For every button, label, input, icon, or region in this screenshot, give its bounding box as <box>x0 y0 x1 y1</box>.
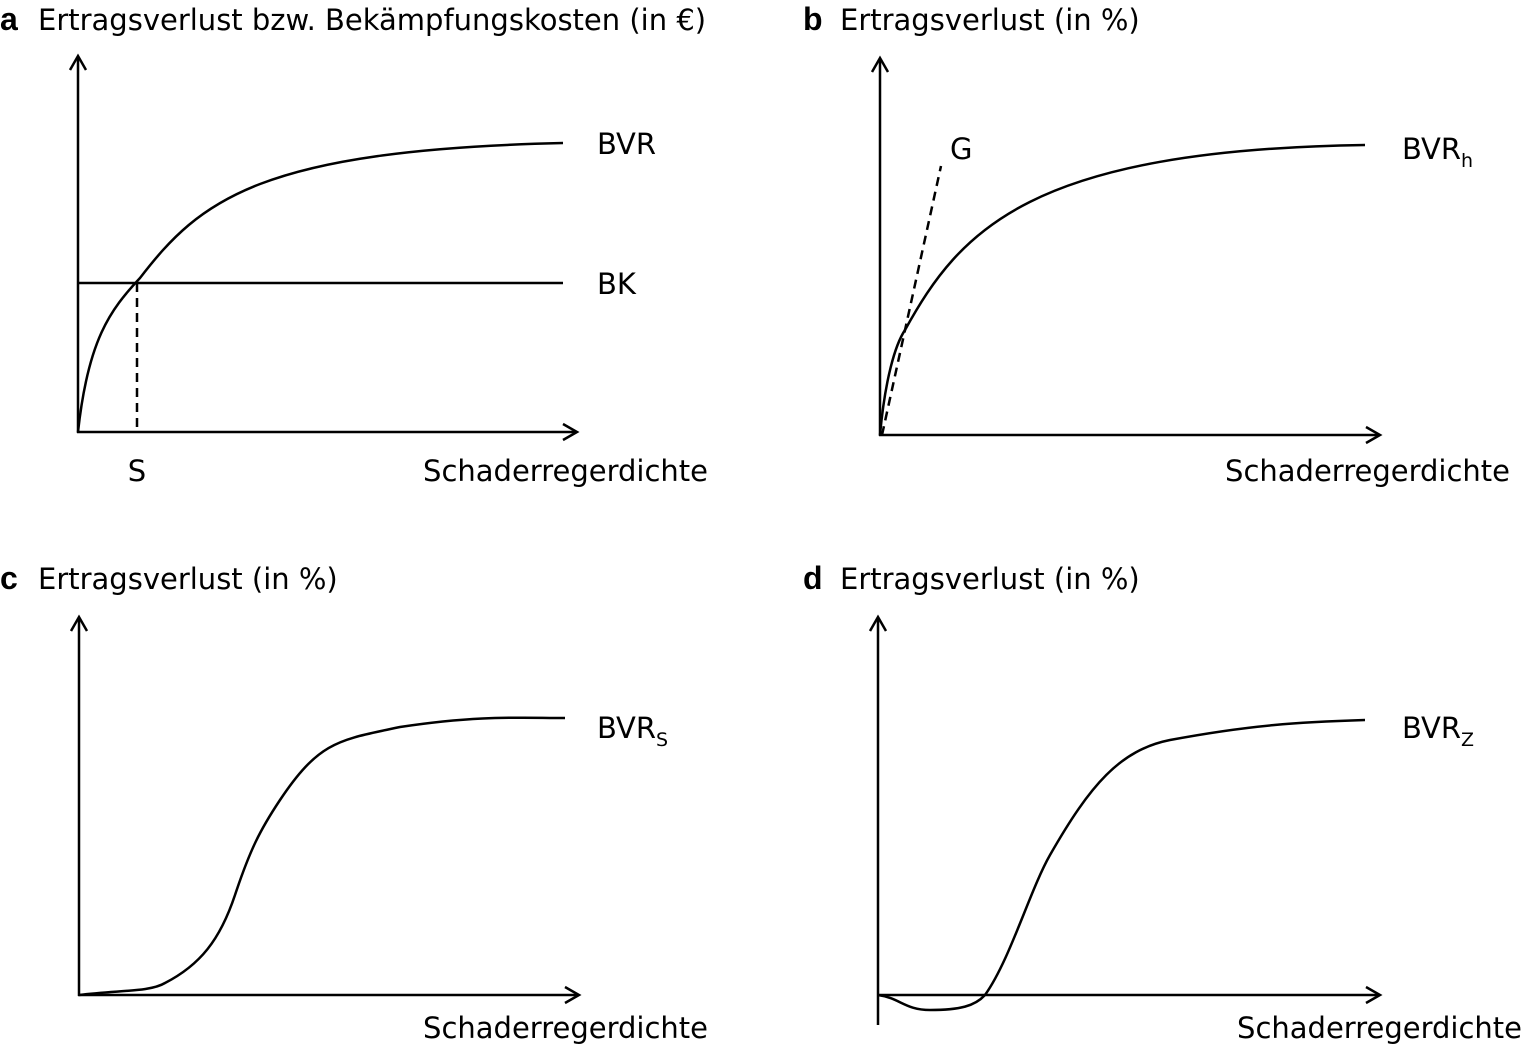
panel-letter: a <box>0 1 18 37</box>
curve <box>78 716 566 997</box>
point-label: S <box>128 454 146 488</box>
curve-label: G <box>950 132 972 166</box>
curve-label: BVRZ <box>1402 711 1474 751</box>
x-label: Schaderregerdichte <box>423 1011 708 1045</box>
x-label: Schaderregerdichte <box>1237 1011 1522 1045</box>
curve-label: BVR <box>597 127 656 161</box>
curve <box>877 718 1366 1012</box>
curve-label: BK <box>597 267 637 301</box>
panel-letter: b <box>803 1 823 37</box>
tangent-line <box>880 165 943 436</box>
curve-label: BVRh <box>1402 132 1473 172</box>
x-label: Schaderregerdichte <box>1225 454 1510 488</box>
panel-title: Ertragsverlust (in %) <box>840 562 1140 596</box>
panel-title: Ertragsverlust (in %) <box>840 3 1140 37</box>
x-label: Schaderregerdichte <box>423 454 708 488</box>
panel-b: b Ertragsverlust (in %) G BVRh Schaderre… <box>803 1 1510 488</box>
panel-title: Ertragsverlust bzw. Bekämpfungskosten (i… <box>38 3 706 37</box>
panel-c: c Ertragsverlust (in %) BVRS Schaderrege… <box>0 560 708 1045</box>
curve <box>76 141 564 433</box>
panel-title: Ertragsverlust (in %) <box>38 562 338 596</box>
curve-label: BVRS <box>597 711 668 751</box>
panel-a: a Ertragsverlust bzw. Bekämpfungskosten … <box>0 1 708 488</box>
panel-d: d Ertragsverlust (in %) BVRZ Schaderrege… <box>803 560 1522 1045</box>
curve <box>878 143 1366 436</box>
panel-letter: d <box>803 560 823 596</box>
panel-letter: c <box>0 560 18 596</box>
